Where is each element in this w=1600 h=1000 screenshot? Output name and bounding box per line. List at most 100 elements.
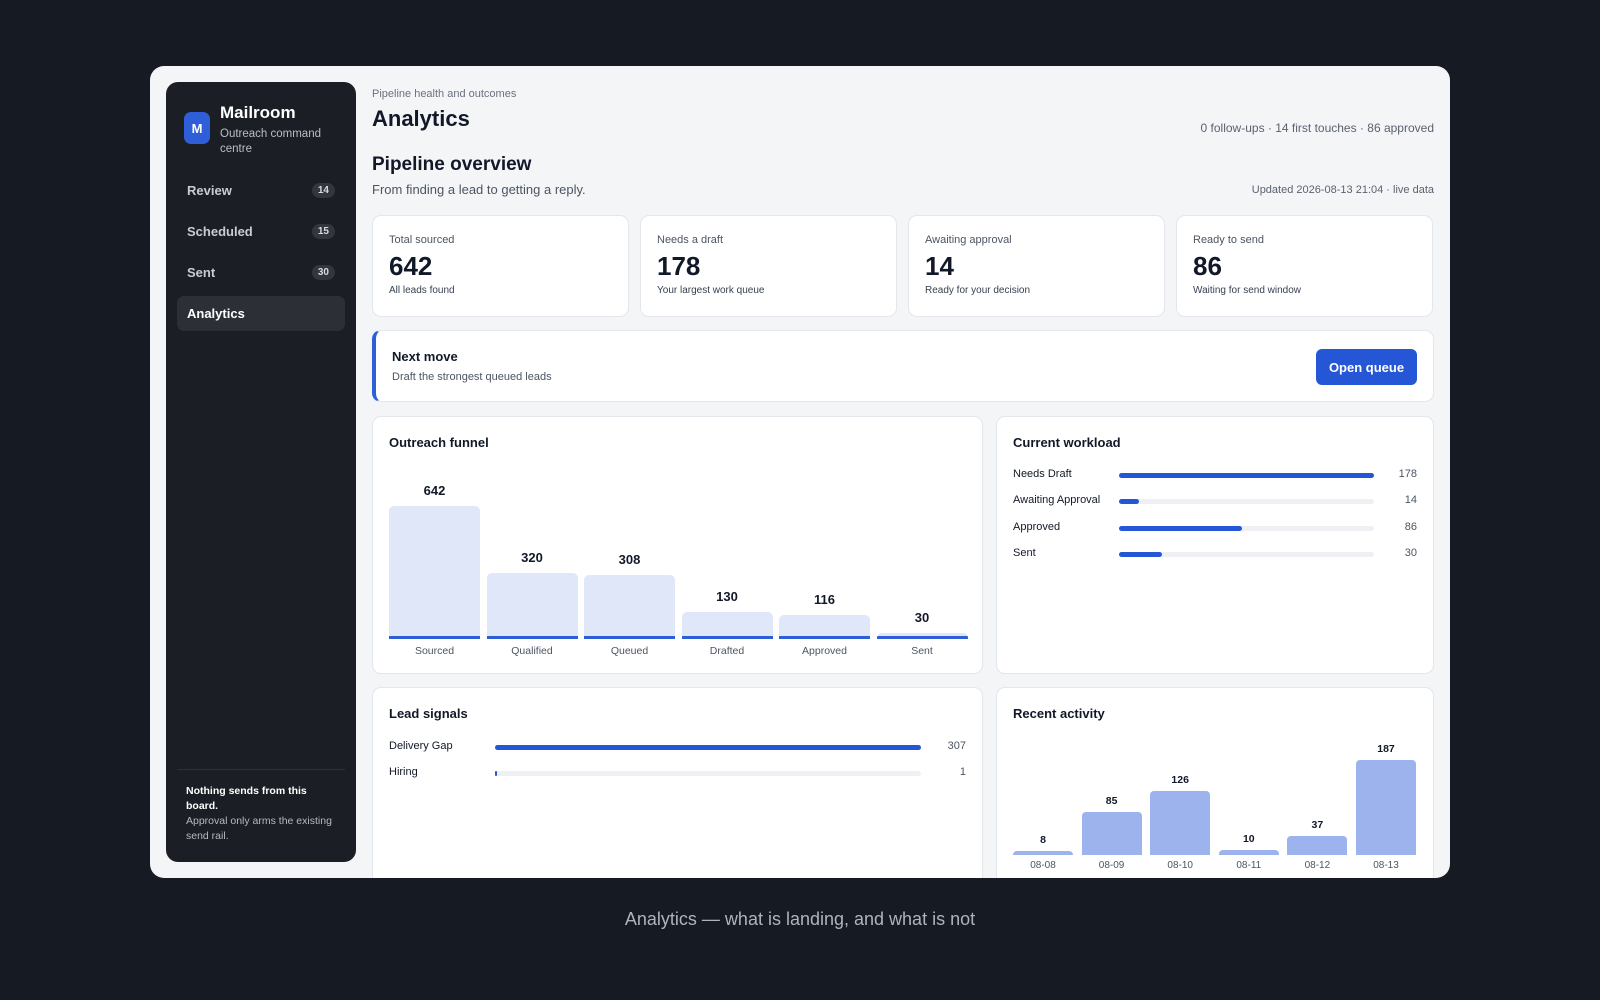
funnel-value-label: 320 <box>521 550 543 565</box>
signals-track <box>495 771 921 776</box>
panel-title: Outreach funnel <box>389 435 489 450</box>
funnel-stage-label: Queued <box>610 645 649 657</box>
footer-note-title: Nothing sends from this board. <box>186 785 307 812</box>
funnel-bar <box>681 612 773 639</box>
activity-value-label: 126 <box>1171 774 1189 786</box>
stat-value: 86 <box>1193 251 1222 281</box>
signals-row-value: 307 <box>947 740 966 752</box>
funnel-stage: 308 Queued <box>584 457 675 657</box>
funnel-bar <box>779 615 870 639</box>
lead-signals-panel: Lead signals Delivery Gap 307 Hiring 1 <box>372 687 983 878</box>
stat-note: All leads found <box>389 285 455 296</box>
activity-value-label: 37 <box>1311 819 1324 831</box>
section-title: Pipeline overview <box>372 154 532 175</box>
page-eyebrow: Pipeline health and outcomes <box>372 88 517 100</box>
section-subtitle: From finding a lead to getting a reply. <box>372 182 586 197</box>
count-badge: 30 <box>311 265 335 280</box>
sidebar-item-label: Analytics <box>187 306 245 321</box>
funnel-stage-label: Qualified <box>511 645 553 657</box>
activity-bar <box>1013 851 1073 855</box>
sidebar-item-label: Scheduled <box>187 224 253 239</box>
workload-row-value: 30 <box>1404 546 1417 559</box>
signals-row-label: Delivery Gap <box>389 740 453 752</box>
activity-date-label: 08-13 <box>1373 860 1399 871</box>
activity-date-label: 08-12 <box>1304 860 1331 871</box>
signals-fill <box>495 745 921 750</box>
main-content: Pipeline health and outcomes Analytics 0… <box>372 66 1434 878</box>
recent-activity-panel: Recent activity 8 08-08 85 08-09 126 08-10 10 0… <box>996 687 1434 878</box>
signals-fill <box>495 771 497 776</box>
sidebar-item-scheduled[interactable]: Scheduled 15 <box>177 214 345 249</box>
funnel-bar <box>584 575 675 639</box>
funnel-stage-label: Sent <box>911 645 933 657</box>
sidebar-item-label: Sent <box>187 265 216 280</box>
activity-bar <box>1356 760 1416 855</box>
workload-row-value: 86 <box>1404 520 1417 533</box>
workload-row-label: Sent <box>1013 546 1036 559</box>
stat-note: Waiting for send window <box>1193 285 1302 296</box>
activity-value-label: 187 <box>1377 743 1395 755</box>
funnel-bar <box>876 633 968 639</box>
sidebar-nav: Review 14 Scheduled 15 Sent 30 Analytics <box>177 173 345 337</box>
app-subtitle: Outreach command centre <box>220 128 321 155</box>
workload-track <box>1119 499 1374 505</box>
panel-title: Current workload <box>1013 435 1121 450</box>
activity-date-label: 08-11 <box>1236 860 1262 871</box>
workload-row-label: Approved <box>1013 520 1061 533</box>
funnel-stage-label: Drafted <box>709 645 745 657</box>
stat-card-ready-to-send: Ready to send 86 Waiting for send window <box>1176 215 1433 317</box>
page-title: Analytics <box>372 106 470 131</box>
next-move-subtitle: Draft the strongest queued leads <box>392 371 552 383</box>
updated-timestamp: Updated 2026-08-13 21:04 · live data <box>1251 184 1434 196</box>
funnel-value-label: 116 <box>814 592 835 607</box>
sidebar-item-label: Review <box>187 183 232 198</box>
stat-label: Awaiting approval <box>925 234 1012 246</box>
workload-row-value: 178 <box>1398 468 1417 480</box>
funnel-stage: 642 Sourced <box>389 457 480 657</box>
activity-value-label: 85 <box>1105 795 1118 807</box>
footer-note-text: Approval only arms the existing send rai… <box>186 815 332 842</box>
sidebar-footer-note: Nothing sends from this board. Approval … <box>177 769 345 862</box>
funnel-bar <box>486 573 578 639</box>
signals-track <box>495 745 921 750</box>
stat-value: 14 <box>925 251 954 281</box>
funnel-value-label: 30 <box>914 610 930 625</box>
activity-bar <box>1150 791 1211 855</box>
stat-label: Needs a draft <box>657 234 724 246</box>
stat-value: 178 <box>657 251 701 281</box>
workload-fill <box>1119 525 1243 531</box>
activity-bar <box>1287 836 1348 855</box>
activity-value-label: 8 <box>1040 834 1046 846</box>
funnel-value-label: 642 <box>423 483 446 498</box>
workload-track <box>1119 525 1374 531</box>
sidebar-item-analytics[interactable]: Analytics <box>177 296 345 331</box>
app-window: M Mailroom Outreach command centre Revie… <box>150 66 1450 878</box>
workload-track <box>1119 551 1374 557</box>
activity-date-label: 08-10 <box>1167 860 1193 871</box>
signals-row-label: Hiring <box>389 766 418 778</box>
funnel-stage-label: Sourced <box>414 645 455 657</box>
panel-title: Recent activity <box>1013 706 1105 721</box>
brand: M Mailroom Outreach command centre <box>184 102 332 157</box>
funnel-bar <box>389 506 480 639</box>
stat-note: Your largest work queue <box>657 285 765 296</box>
workload-row-value: 14 <box>1404 494 1417 507</box>
activity-date-label: 08-08 <box>1030 860 1056 871</box>
open-queue-button[interactable]: Open queue <box>1316 349 1417 385</box>
funnel-stage-label: Approved <box>802 645 847 657</box>
count-badge: 14 <box>311 183 335 198</box>
panel-title: Lead signals <box>389 706 468 721</box>
sidebar-item-review[interactable]: Review 14 <box>177 173 345 208</box>
activity-date-label: 08-09 <box>1098 860 1125 871</box>
figure-caption: Analytics — what is landing, and what is… <box>624 909 976 929</box>
funnel-value-label: 308 <box>618 552 641 567</box>
outreach-funnel-panel: Outreach funnel 642 Sourced 320 Qualified 30… <box>372 416 983 674</box>
stat-label: Total sourced <box>389 234 455 246</box>
stat-card-total-sourced: Total sourced 642 All leads found <box>372 215 629 317</box>
sidebar-item-sent[interactable]: Sent 30 <box>177 255 345 290</box>
workload-row-label: Awaiting Approval <box>1013 494 1101 507</box>
activity-value-label: 10 <box>1242 833 1255 845</box>
workload-fill <box>1119 499 1140 505</box>
funnel-value-label: 130 <box>716 589 738 604</box>
app-name: Mailroom <box>220 103 296 122</box>
